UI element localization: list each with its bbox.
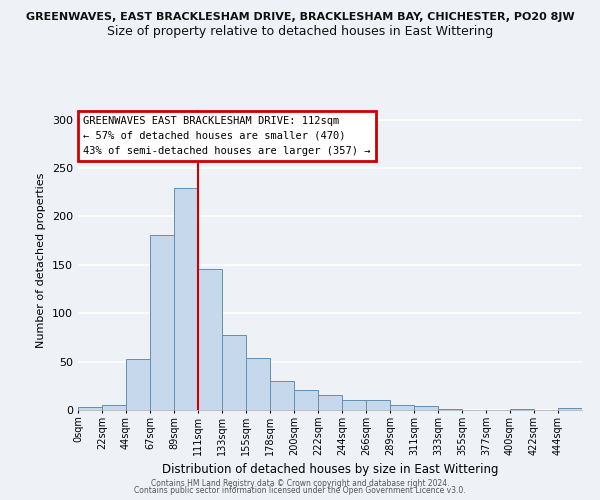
Bar [198, 268, 222, 410]
Bar [558, 408, 582, 410]
Y-axis label: Number of detached properties: Number of detached properties [37, 172, 46, 348]
Bar [126, 358, 150, 410]
Bar [174, 188, 198, 410]
Bar [78, 407, 102, 410]
Text: Size of property relative to detached houses in East Wittering: Size of property relative to detached ho… [107, 25, 493, 38]
Text: GREENWAVES EAST BRACKLESHAM DRIVE: 112sqm
← 57% of detached houses are smaller (: GREENWAVES EAST BRACKLESHAM DRIVE: 112sq… [83, 116, 371, 156]
Bar [222, 334, 246, 410]
Bar [414, 406, 438, 410]
Bar [150, 235, 174, 410]
Text: Contains HM Land Registry data © Crown copyright and database right 2024.: Contains HM Land Registry data © Crown c… [151, 478, 449, 488]
Bar [270, 381, 294, 410]
Bar [102, 405, 126, 410]
Text: Contains public sector information licensed under the Open Government Licence v3: Contains public sector information licen… [134, 486, 466, 495]
Bar [438, 409, 462, 410]
Bar [342, 400, 366, 410]
Bar [294, 390, 318, 410]
X-axis label: Distribution of detached houses by size in East Wittering: Distribution of detached houses by size … [162, 464, 498, 476]
Bar [246, 358, 270, 410]
Bar [390, 405, 414, 410]
Bar [366, 400, 390, 410]
Bar [318, 396, 342, 410]
Bar [510, 409, 534, 410]
Text: GREENWAVES, EAST BRACKLESHAM DRIVE, BRACKLESHAM BAY, CHICHESTER, PO20 8JW: GREENWAVES, EAST BRACKLESHAM DRIVE, BRAC… [26, 12, 574, 22]
